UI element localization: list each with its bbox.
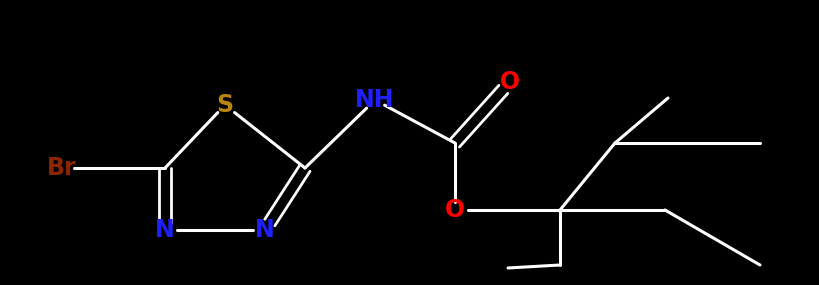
Text: S: S (216, 93, 233, 117)
Text: O: O (445, 198, 465, 222)
Text: N: N (155, 218, 175, 242)
Text: NH: NH (355, 88, 395, 112)
Text: Br: Br (48, 156, 77, 180)
Text: N: N (256, 218, 275, 242)
Text: O: O (500, 70, 520, 94)
